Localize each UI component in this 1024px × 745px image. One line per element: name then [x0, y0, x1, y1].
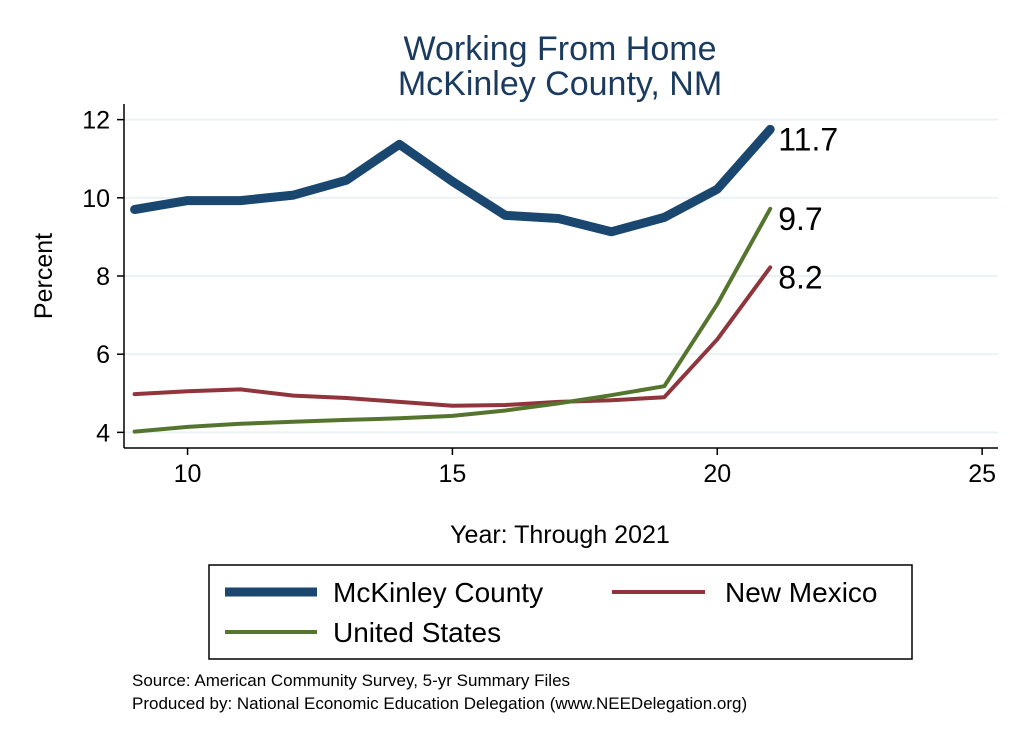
end-label-mckinley-county: 11.7: [778, 121, 838, 157]
legend-label-united-states: United States: [333, 617, 501, 648]
produced-by-note: Produced by: National Economic Education…: [132, 694, 747, 713]
x-tick-label-20: 20: [703, 460, 731, 488]
x-tick-label-15: 15: [439, 460, 467, 488]
x-tick-label-25: 25: [968, 460, 996, 488]
chart-title-line-1: Working From Home: [404, 30, 717, 68]
y-tick-label-10: 10: [82, 185, 110, 213]
y-tick-label-6: 6: [96, 341, 110, 369]
y-tick-label-8: 8: [96, 263, 110, 291]
legend-label-new-mexico: New Mexico: [725, 577, 877, 608]
legend-label-mckinley-county: McKinley County: [333, 577, 543, 608]
series-line-mckinley-county: [130, 124, 775, 237]
y-axis-title: Percent: [30, 233, 58, 319]
series-line-united-states: [132, 206, 773, 434]
end-labels: 11.7 8.2 9.7: [778, 121, 838, 295]
end-label-new-mexico: 8.2: [778, 259, 822, 295]
legend-box: [208, 564, 913, 660]
axes: 4 6 8 10 12 10 15 20 25: [82, 104, 998, 488]
source-note: Source: American Community Survey, 5-yr …: [132, 671, 570, 690]
y-tick-label-12: 12: [82, 107, 110, 135]
end-label-united-states: 9.7: [778, 201, 822, 237]
y-tick-label-4: 4: [96, 419, 110, 447]
legend: McKinley County New Mexico United States: [208, 564, 913, 660]
series-lines: [130, 124, 775, 434]
series-line-new-mexico: [132, 265, 773, 408]
chart-title-line-2: McKinley County, NM: [398, 65, 722, 103]
x-axis-title: Year: Through 2021: [450, 521, 670, 549]
x-tick-label-10: 10: [174, 460, 202, 488]
